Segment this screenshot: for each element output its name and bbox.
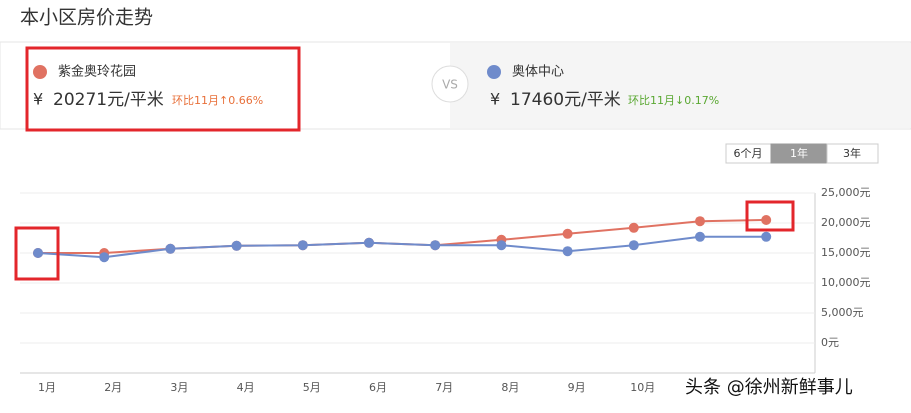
highlight-box (25, 46, 301, 132)
highlight-box (745, 200, 795, 232)
price: 17460元/平米 (510, 90, 621, 110)
y-tick-label: 10,000元 (821, 276, 871, 289)
x-tick-label: 7月 (435, 381, 453, 394)
change: 环比11月↓0.17% (628, 94, 719, 107)
series-dot (33, 65, 47, 79)
series-line (38, 219, 767, 254)
watermark: 头条 @徐州新鲜事儿 (685, 377, 853, 398)
range-button-label[interactable]: 6个月 (734, 147, 763, 160)
currency: ¥ (33, 90, 43, 109)
change: 环比11月↑0.66% (172, 94, 263, 107)
data-point (562, 246, 573, 257)
page-title: 本小区房价走势 (20, 7, 153, 29)
data-point (695, 231, 705, 242)
data-point (628, 240, 639, 251)
range-buttons: 6个月 1年 3年 (725, 143, 879, 164)
data-point (628, 222, 639, 233)
data-point (695, 216, 705, 227)
data-point (364, 237, 374, 248)
data-point (33, 248, 43, 258)
x-tick-label: 10月 (630, 381, 655, 394)
x-tick-label: 2月 (104, 381, 122, 394)
y-tick-label: 25,000元 (821, 186, 871, 199)
price: 20271元/平米 (53, 90, 164, 110)
data-point (430, 240, 441, 251)
data-point (761, 231, 772, 242)
vs-circle (431, 65, 469, 103)
y-tick-label: 15,000元 (821, 246, 871, 259)
compare-name: 奥体中心 (512, 65, 564, 80)
y-tick-label: 0元 (821, 336, 839, 349)
compare-name: 紫金奥玲花园 (58, 64, 136, 80)
data-point (99, 252, 110, 263)
range-button-label[interactable]: 1年 (790, 146, 808, 160)
range-button-label[interactable]: 3年 (843, 146, 861, 160)
y-tick-label: 5,000元 (821, 306, 864, 319)
compare-right-bg (450, 43, 911, 128)
data-point (165, 243, 176, 254)
vs-label: VS (442, 78, 458, 92)
x-tick-label: 5月 (303, 381, 321, 394)
plot: 0元 5,000元 10,000元 15,000元 20,000元 25,000元 1月 2月… (20, 186, 871, 394)
data-point (231, 240, 242, 251)
currency: ¥ (490, 90, 500, 109)
x-tick-label: 3月 (170, 381, 188, 394)
data-point (562, 228, 573, 239)
y-tick-label: 20,000元 (821, 216, 871, 229)
series-dot (487, 65, 501, 79)
x-tick-label: 8月 (501, 381, 519, 394)
range-button[interactable] (826, 143, 879, 164)
x-tick-label: 1月 (38, 381, 56, 394)
x-tick-label: 9月 (568, 381, 586, 394)
data-point (761, 215, 772, 225)
data-point (297, 240, 308, 251)
series-line (37, 235, 767, 259)
data-point (496, 240, 507, 251)
x-tick-label: 6月 (369, 381, 387, 394)
highlight-box (14, 226, 60, 281)
x-tick-label: 4月 (237, 381, 255, 394)
